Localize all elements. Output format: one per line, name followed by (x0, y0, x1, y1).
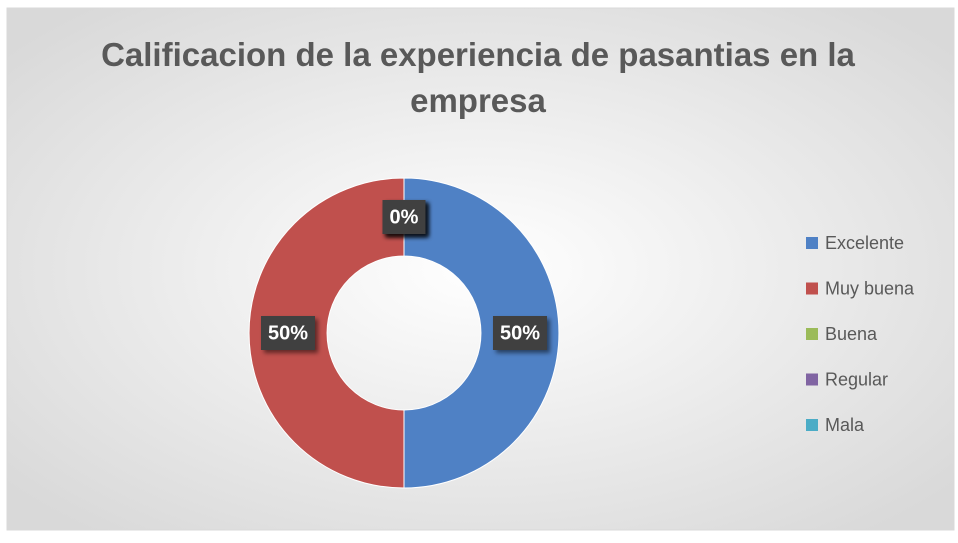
data-label-box (382, 200, 426, 234)
data-label-box (260, 316, 316, 350)
legend-label: Muy buena (825, 278, 915, 298)
donut-slice (248, 177, 405, 489)
legend-label: Excelente (825, 233, 904, 253)
chart-title: Calificacion de la experiencia de pasant… (101, 36, 855, 119)
legend-swatch (806, 373, 818, 386)
legend-swatch (806, 328, 818, 340)
legend-label: Regular (825, 369, 888, 389)
legend-swatch (806, 419, 818, 431)
data-label-box (492, 316, 548, 350)
data-label: 50% (492, 316, 548, 350)
data-label: 50% (260, 316, 316, 350)
data-label: 0% (382, 200, 426, 234)
legend-label: Buena (825, 324, 878, 344)
donut-slice (403, 177, 560, 489)
data-label-text: 0% (390, 206, 419, 228)
legend-label: Mala (825, 415, 865, 435)
data-label-text: 50% (500, 322, 540, 344)
data-label-text: 50% (268, 322, 308, 344)
legend-swatch (806, 237, 818, 249)
legend-swatch (806, 282, 818, 295)
